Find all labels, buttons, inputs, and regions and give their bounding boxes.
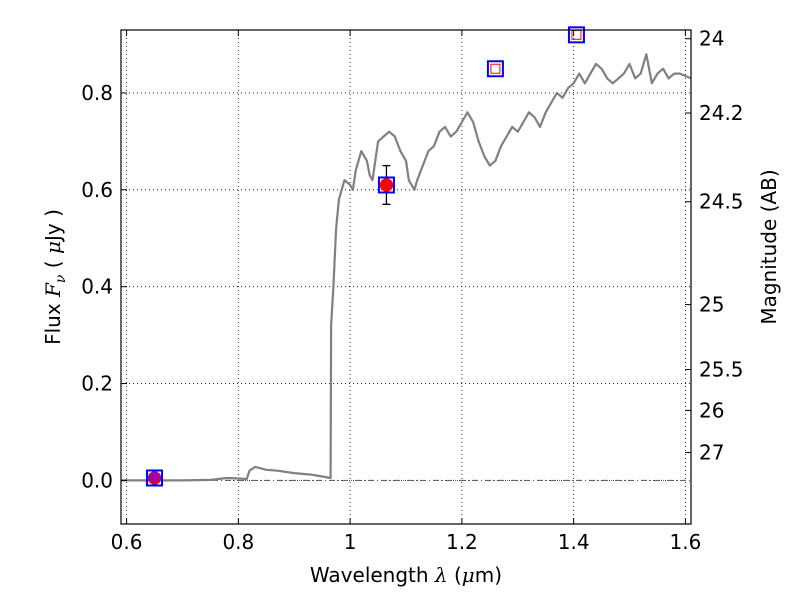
plot-frame [120, 29, 692, 525]
y-tick-label: 0.0 [81, 468, 113, 492]
model-band-square-inner [149, 472, 160, 483]
model-band-square [377, 176, 395, 194]
model-band-square [146, 469, 164, 487]
y-tick-label: 0.4 [81, 275, 113, 299]
x-tick-label: 1 [344, 530, 357, 554]
y-tick-label: 0.6 [81, 178, 113, 202]
model-spectrum [121, 53, 692, 482]
y2-tick-label: 26 [699, 398, 724, 422]
tick-labels: 0.6 0.8 1 1.2 1.4 1.6 0.0 0.2 0.4 0.6 0.8 24 24.2 24.… [81, 27, 743, 554]
x-axis-label: Wavelength λ (μm) [310, 563, 502, 587]
y-tick-label: 0.8 [81, 81, 113, 105]
y-tick-label: 0.2 [81, 372, 113, 396]
grid-lines [121, 30, 691, 524]
y2-tick-label: 24 [699, 27, 724, 51]
model-spectrum-line [121, 53, 692, 482]
y2-axis-label: Magnitude (AB) [757, 169, 781, 324]
model-band-square [486, 60, 504, 78]
x-tick-label: 1.4 [558, 530, 590, 554]
y-axis-label: Flux Fν ( μJy ) [41, 209, 69, 345]
y2-tick-label: 24.2 [699, 101, 744, 125]
axis-ticks [121, 30, 691, 524]
y2-tick-label: 25 [699, 293, 724, 317]
model-band-square [567, 26, 585, 44]
photometry-points [146, 26, 585, 487]
x-tick-label: 0.8 [222, 530, 254, 554]
model-band-square-inner [490, 63, 501, 74]
y2-tick-label: 27 [699, 441, 724, 465]
x-tick-label: 1.6 [670, 530, 702, 554]
x-tick-label: 1.2 [446, 530, 478, 554]
y2-tick-label: 25.5 [699, 357, 744, 381]
model-band-square-inner [381, 179, 392, 190]
x-tick-label: 0.6 [111, 530, 143, 554]
y2-tick-label: 24.5 [699, 190, 744, 214]
